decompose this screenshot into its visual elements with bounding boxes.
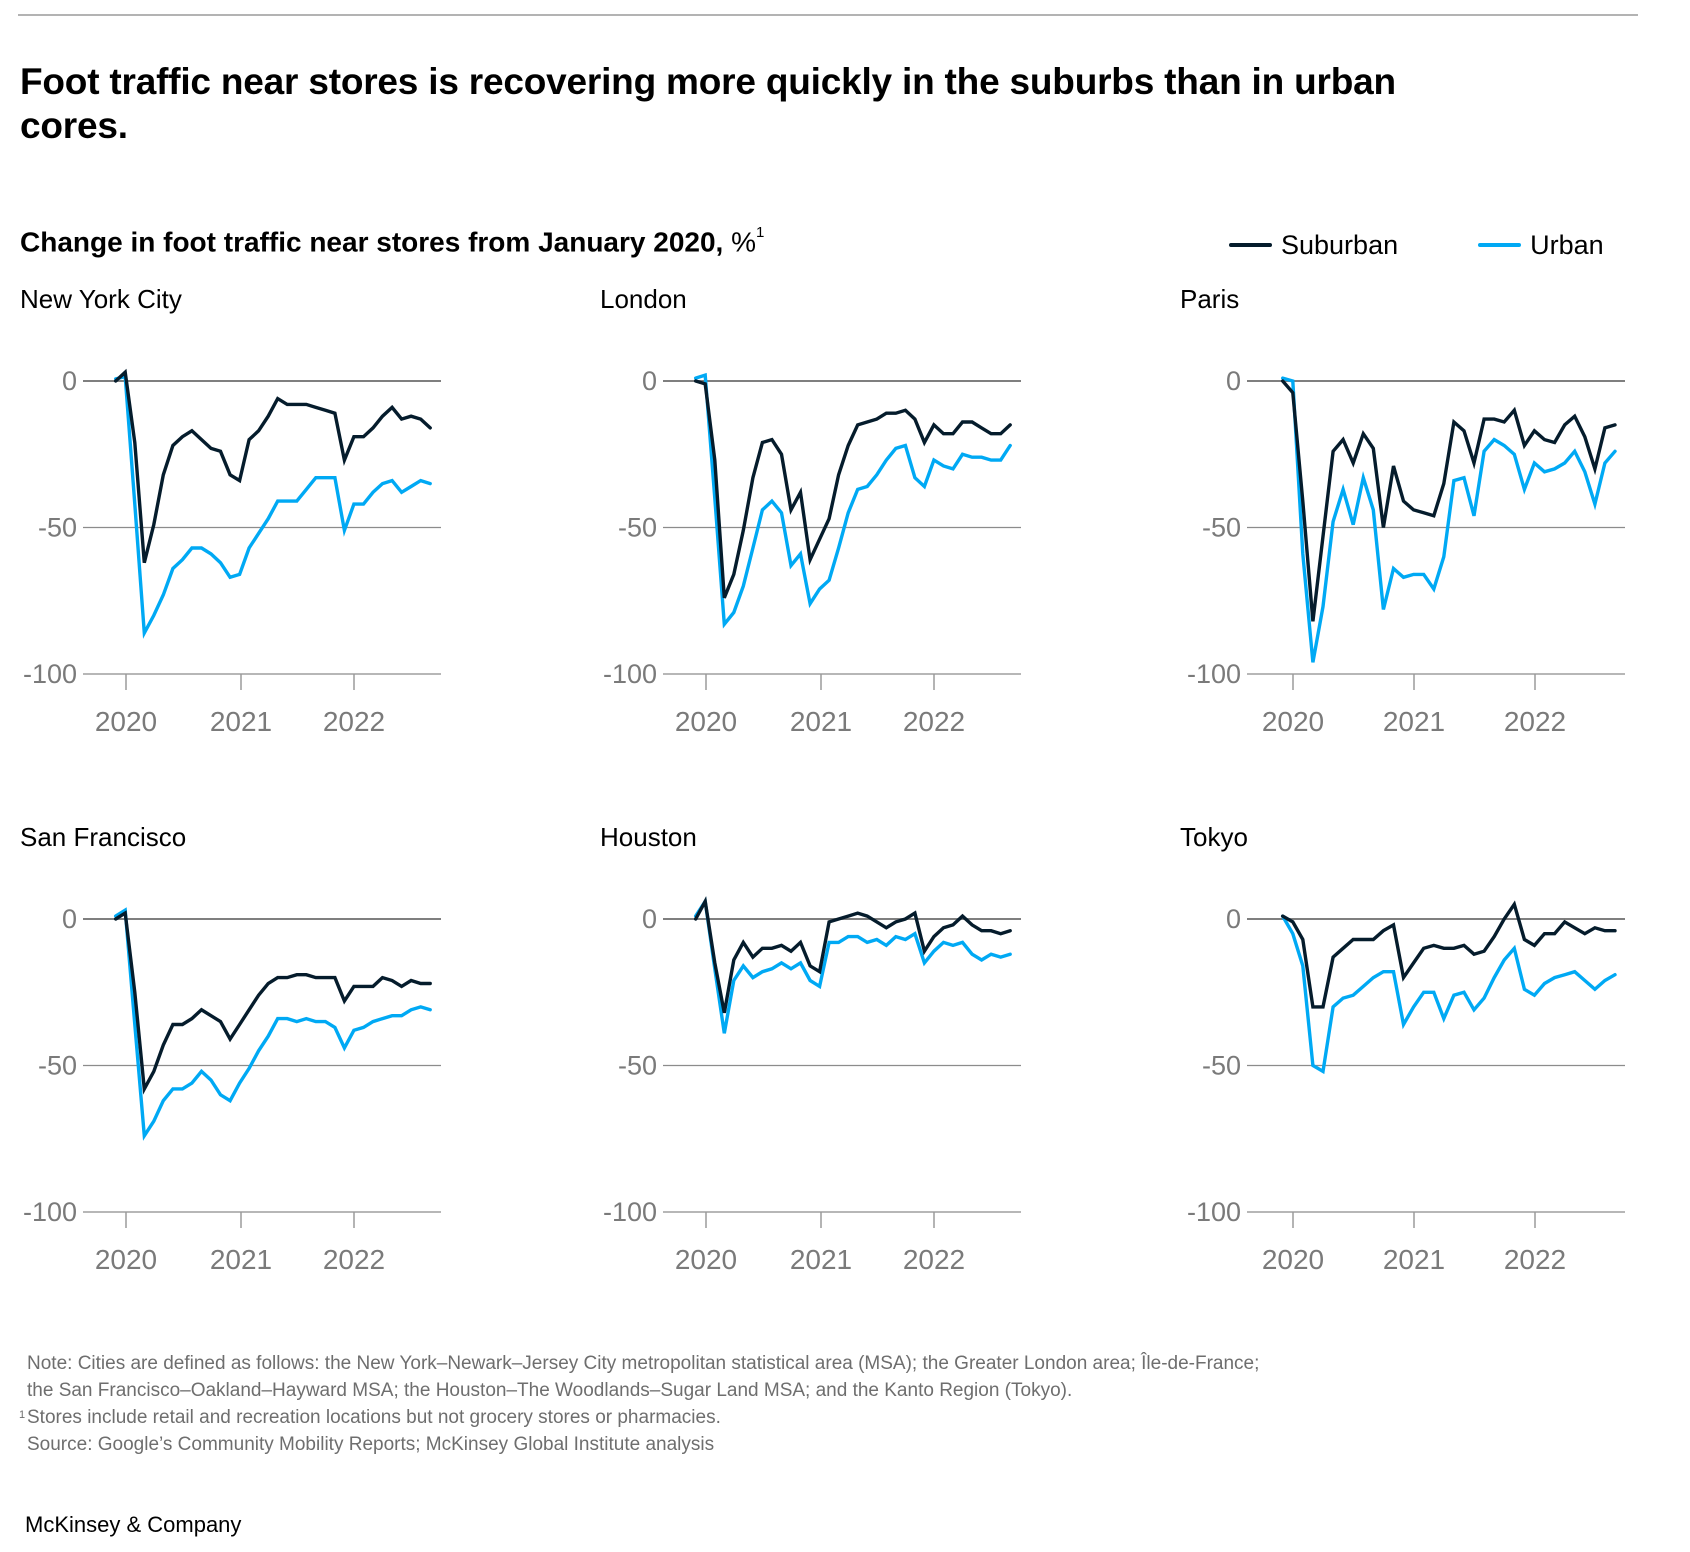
series-line-urban bbox=[693, 896, 1012, 1034]
y-tick-label: -50 bbox=[38, 1051, 77, 1081]
legend-swatch-urban bbox=[1478, 243, 1522, 247]
y-tick-label: 0 bbox=[642, 366, 657, 396]
legend-label-urban: Urban bbox=[1530, 229, 1604, 260]
x-tick-label: 2022 bbox=[903, 706, 965, 737]
y-tick-label: 0 bbox=[642, 904, 657, 934]
y-tick-label: -50 bbox=[1202, 1051, 1241, 1081]
footnote-1: 1 Stores include retail and recreation lo… bbox=[19, 1404, 1259, 1431]
series-line-urban bbox=[693, 372, 1012, 629]
x-tick-label: 2021 bbox=[210, 706, 272, 737]
panel-title: London bbox=[600, 284, 687, 314]
series-line-suburban bbox=[693, 896, 1012, 1014]
x-tick-label: 2021 bbox=[790, 1244, 852, 1275]
panel-title: Tokyo bbox=[1180, 822, 1248, 852]
series-line-urban bbox=[113, 907, 432, 1141]
legend-label-suburban: Suburban bbox=[1281, 229, 1399, 260]
note-line-1: Note: Cities are defined as follows: the… bbox=[27, 1353, 1260, 1374]
chart-title: Foot traffic near stores is recovering m… bbox=[20, 61, 1396, 146]
y-tick-label: -100 bbox=[603, 659, 657, 689]
series-line-suburban bbox=[113, 368, 432, 564]
line-chart: 0 -50 -100 2020 2021 2022 bbox=[23, 366, 441, 737]
x-tick-label: 2020 bbox=[95, 706, 157, 737]
panel-title: New York City bbox=[20, 284, 182, 314]
x-tick-label: 2020 bbox=[1262, 1244, 1324, 1275]
series-line-suburban bbox=[693, 379, 1012, 599]
panel-san-francisco: San Francisco 0 -50 -100 2020 2021 2022 bbox=[0, 822, 520, 1275]
y-tick-label: -50 bbox=[618, 1051, 657, 1081]
line-chart: 0 -50 -100 2020 2021 2022 bbox=[603, 896, 1021, 1275]
line-chart: 0 -50 -100 2020 2021 2022 bbox=[1187, 900, 1625, 1275]
y-tick-label: -100 bbox=[603, 1197, 657, 1227]
panel-houston: Houston 0 -50 -100 2020 2021 2022 bbox=[580, 822, 1100, 1275]
x-tick-label: 2020 bbox=[95, 1244, 157, 1275]
brand-logo-text: McKinsey & Company bbox=[25, 1512, 242, 1537]
panel-london: London 0 -50 -100 2020 2021 2022 bbox=[580, 284, 1100, 737]
series-line-suburban bbox=[1280, 379, 1617, 622]
chart-subtitle: Change in foot traffic near stores from … bbox=[20, 220, 764, 259]
series-line-urban bbox=[113, 374, 432, 639]
y-tick-label: -100 bbox=[1187, 1197, 1241, 1227]
subtitle-text: Change in foot traffic near stores from … bbox=[20, 226, 724, 258]
panel-tokyo: Tokyo 0 -50 -100 2020 2021 2022 bbox=[1160, 822, 1680, 1275]
y-tick-label: -50 bbox=[38, 513, 77, 543]
y-tick-label: -100 bbox=[23, 1197, 77, 1227]
x-tick-label: 2022 bbox=[323, 1244, 385, 1275]
top-divider bbox=[18, 14, 1638, 16]
y-tick-label: 0 bbox=[62, 366, 77, 396]
series-line-urban bbox=[1280, 914, 1617, 1075]
x-tick-label: 2021 bbox=[210, 1244, 272, 1275]
x-tick-label: 2020 bbox=[1262, 706, 1324, 737]
notes: Note: Cities are defined as follows: the… bbox=[19, 1350, 1260, 1458]
line-chart: 0 -50 -100 2020 2021 2022 bbox=[603, 366, 1021, 737]
x-tick-label: 2022 bbox=[323, 706, 385, 737]
x-tick-label: 2022 bbox=[1504, 1244, 1566, 1275]
legend-item-suburban: Suburban bbox=[1229, 230, 1398, 261]
panel-title: Houston bbox=[600, 822, 697, 852]
line-chart: 0 -50 -100 2020 2021 2022 bbox=[23, 904, 441, 1275]
source-line: Source: Google’s Community Mobility Repo… bbox=[27, 1434, 715, 1455]
legend-item-urban: Urban bbox=[1478, 230, 1604, 261]
legend: Suburban Urban bbox=[1229, 230, 1604, 260]
panel-new-york-city: New York City 0 -50 -100 2020 2021 2022 bbox=[0, 284, 520, 737]
y-tick-label: 0 bbox=[1226, 904, 1241, 934]
y-tick-label: -50 bbox=[618, 513, 657, 543]
panel-title: Paris bbox=[1180, 284, 1240, 314]
x-tick-label: 2020 bbox=[675, 706, 737, 737]
series-line-urban bbox=[1280, 376, 1617, 663]
series-line-suburban bbox=[113, 910, 432, 1095]
panel-title: San Francisco bbox=[20, 822, 187, 852]
x-tick-label: 2022 bbox=[1504, 706, 1566, 737]
subtitle-footnote-mark: 1 bbox=[756, 224, 765, 241]
y-tick-label: -100 bbox=[23, 659, 77, 689]
panel-paris: Paris 0 -50 -100 2020 2021 2022 bbox=[1160, 284, 1680, 737]
y-tick-label: -100 bbox=[1187, 659, 1241, 689]
y-tick-label: -50 bbox=[1202, 513, 1241, 543]
footnote-text: Stores include retail and recreation loc… bbox=[27, 1407, 721, 1428]
x-tick-label: 2021 bbox=[1383, 1244, 1445, 1275]
footnote-mark: 1 bbox=[19, 1409, 26, 1421]
y-tick-label: 0 bbox=[62, 904, 77, 934]
subtitle-unit: % bbox=[731, 226, 756, 258]
x-tick-label: 2022 bbox=[903, 1244, 965, 1275]
legend-swatch-suburban bbox=[1229, 243, 1272, 247]
series-line-suburban bbox=[1280, 900, 1617, 1009]
x-tick-label: 2021 bbox=[1383, 706, 1445, 737]
note-line-2: the San Francisco–Oakland–Hayward MSA; t… bbox=[27, 1380, 1073, 1401]
x-tick-label: 2020 bbox=[675, 1244, 737, 1275]
line-chart: 0 -50 -100 2020 2021 2022 bbox=[1187, 366, 1625, 737]
x-tick-label: 2021 bbox=[790, 706, 852, 737]
y-tick-label: 0 bbox=[1226, 366, 1241, 396]
